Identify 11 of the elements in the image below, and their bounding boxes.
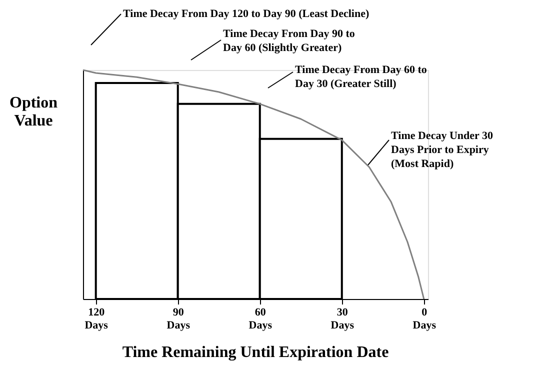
- x-axis-title: Time Remaining Until Expiration Date: [122, 344, 389, 361]
- annotation: Time Decay Under 30 Days Prior to Expiry (Most Rapid): [391, 130, 494, 170]
- text: Time Decay From Day 120 to Day 90 (Least Decline): [123, 8, 370, 20]
- x-tick-label: 60 Days: [248, 306, 273, 332]
- annotation: Time Decay From Day 60 to Day 30 (Greater Still): [295, 64, 428, 90]
- y-axis-title: Option Value: [9, 94, 58, 130]
- x-tick-label: 30 Days: [330, 306, 355, 332]
- x-tick-label: 90 Days: [166, 306, 191, 332]
- text: Time Decay From Day 90 to Day 60 (Slightly Greater): [223, 28, 356, 54]
- x-tick-label: 0 Days: [412, 306, 437, 332]
- x-tick-label: 120 Days: [84, 306, 109, 332]
